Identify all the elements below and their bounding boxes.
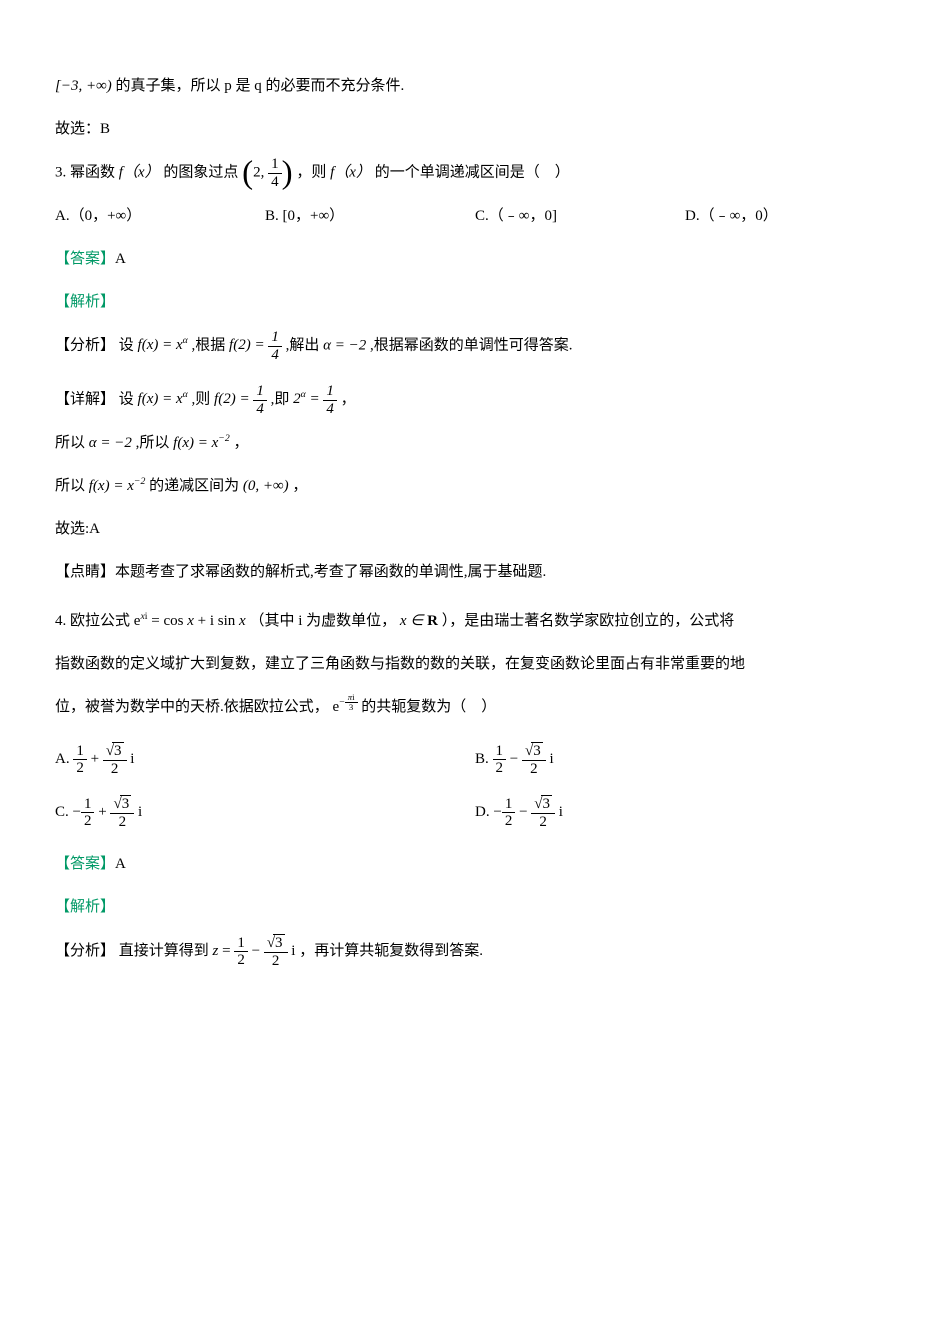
- q3-fx1: f（x）: [119, 164, 160, 180]
- q4-opt-c-val: −12 + √32 i: [73, 804, 143, 820]
- q4-opt-a: A. 12 + √32 i: [55, 742, 475, 777]
- remark-label: 【点睛】: [55, 564, 115, 580]
- q3-so1-post: ，: [233, 435, 248, 451]
- q3-opt-d: D.（﹣∞，0）: [685, 200, 895, 233]
- q4-options-row1: A. 12 + √32 i B. 12 − √32 i: [55, 742, 895, 777]
- q4-opt-d-val: −12 − √32 i: [493, 804, 563, 820]
- q4-analysis1: 【分析】 直接计算得到 z = 12 − √32 i ，再计算共轭复数得到答案.: [55, 934, 895, 969]
- q3-a1-alpha: α = −2: [323, 337, 366, 353]
- q4-opt-c-pre: C.: [55, 804, 73, 820]
- q3-stem-post: 的一个单调递减区间是（ ）: [375, 164, 570, 180]
- q3-answer-value: A: [115, 251, 126, 267]
- q4-opt-c: C. −12 + √32 i: [55, 795, 475, 830]
- q3-so2: 所以 f(x) = x−2 的递减区间为 (0, +∞) ，: [55, 470, 895, 503]
- q4-opt-a-val: 12 + √32 i: [73, 751, 134, 767]
- q3-so2-fx: f(x) = x−2: [89, 478, 146, 494]
- q3-a1-t3: ,解出: [286, 337, 324, 353]
- q3-fx2: f（x）: [330, 164, 371, 180]
- q3-stem: 3. 幂函数 f（x） 的图象过点 (2, 14) ，则 f（x） 的一个单调递…: [55, 156, 895, 190]
- q3-detail: 【详解】 设 f(x) = xα ,则 f(2) = 14 ,即 2α = 14…: [55, 383, 895, 417]
- q3-conclude: 故选:A: [55, 513, 895, 546]
- detail-label: 【详解】: [55, 391, 115, 407]
- q3-so1-mid: ,所以: [136, 435, 174, 451]
- q3-so1: 所以 α = −2 ,所以 f(x) = x−2 ，: [55, 427, 895, 460]
- q3-a1-f2: f(2) = 14: [229, 337, 282, 353]
- q3-remark: 【点睛】本题考查了求幂函数的解析式,考查了幂函数的单调性,属于基础题.: [55, 556, 895, 589]
- q3-so2-mid: 的递减区间为: [149, 478, 243, 494]
- q3-so2-pre: 所以: [55, 478, 89, 494]
- q4-answer: 【答案】A: [55, 848, 895, 881]
- lparen: (: [242, 155, 253, 191]
- q4-stem-l3-post: 的共轭复数为（ ）: [361, 699, 496, 715]
- q4-xr: x ∈ R: [400, 613, 438, 629]
- q3-opt-b: B. [0，+∞）: [265, 200, 475, 233]
- q4-opt-b-val: 12 − √32 i: [493, 751, 554, 767]
- q4-analysis-label: 【解析】: [55, 891, 895, 924]
- q4-stem-post1: ），是由瑞士著名数学家欧拉创立的，公式将: [442, 613, 735, 629]
- q3-a1-t1: 设: [119, 337, 138, 353]
- q3-stem-mid2: ，则: [296, 164, 330, 180]
- q4-options-row2: C. −12 + √32 i D. −12 − √32 i: [55, 795, 895, 830]
- q4-stem-l3-pre: 位，被誉为数学中的天桥.依据欧拉公式，: [55, 699, 329, 715]
- q4-a1-z: z = 12 − √32 i: [213, 943, 296, 959]
- q4-exp: e−πi3: [333, 699, 358, 715]
- q3-so1-alpha: α = −2: [89, 435, 132, 451]
- q3-d-t2: ,则: [192, 391, 215, 407]
- rparen: ): [282, 155, 293, 191]
- q3-answer: 【答案】A: [55, 243, 895, 276]
- answer-label: 【答案】: [55, 251, 115, 267]
- q3-d-f2: f(2) = 14: [214, 391, 267, 407]
- q3-so2-post: ，: [292, 478, 307, 494]
- analysis1-label: 【分析】: [55, 337, 115, 353]
- q3-a1-t2: ,根据: [192, 337, 230, 353]
- q3-stem-mid1: 的图象过点: [163, 164, 238, 180]
- q3-point: 2, 14: [253, 156, 282, 190]
- q4-opt-d-pre: D.: [475, 804, 493, 820]
- q4-opt-b-pre: B.: [475, 751, 493, 767]
- q3-so1-pre: 所以: [55, 435, 89, 451]
- q4-analysis1-label: 【分析】: [55, 943, 115, 959]
- q3-d-t4: ，: [341, 391, 356, 407]
- q3-options: A.（0，+∞） B. [0，+∞） C.（﹣∞，0] D.（﹣∞，0）: [55, 200, 895, 233]
- prev-choice: 故选：B: [55, 113, 895, 146]
- q4-euler: exi = cos x + i sin x: [134, 613, 246, 629]
- q3-stem-pre: 3. 幂函数: [55, 164, 119, 180]
- q4-stem-mid: （其中 i 为虚数单位，: [249, 613, 396, 629]
- q4-stem-pre: 4. 欧拉公式: [55, 613, 134, 629]
- q4-answer-label: 【答案】: [55, 856, 115, 872]
- q4-stem-l3: 位，被誉为数学中的天桥.依据欧拉公式， e−πi3 的共轭复数为（ ）: [55, 691, 895, 724]
- q3-d-t3: ,即: [271, 391, 294, 407]
- q3-opt-c: C.（﹣∞，0]: [475, 200, 685, 233]
- prev-conclusion-text: 的真子集，所以 p 是 q 的必要而不充分条件.: [116, 78, 405, 94]
- q4-stem-l1: 4. 欧拉公式 exi = cos x + i sin x （其中 i 为虚数单…: [55, 605, 895, 638]
- q3-d-2a: 2α = 14: [293, 391, 337, 407]
- q4-opt-d: D. −12 − √32 i: [475, 795, 895, 830]
- q3-analysis1: 【分析】 设 f(x) = xα ,根据 f(2) = 14 ,解出 α = −…: [55, 329, 895, 363]
- q3-a1-fx: f(x) = xα: [138, 337, 188, 353]
- q3-analysis-label: 【解析】: [55, 286, 895, 319]
- q3-a1-t4: ,根据幂函数的单调性可得答案.: [370, 337, 573, 353]
- q3-so1-fx: f(x) = x−2: [173, 435, 230, 451]
- q3-d-t1: 设: [119, 391, 138, 407]
- prev-conclusion-line: [−3, +∞) 的真子集，所以 p 是 q 的必要而不充分条件.: [55, 70, 895, 103]
- q3-remark-text: 本题考查了求幂函数的解析式,考查了幂函数的单调性,属于基础题.: [115, 564, 546, 580]
- q4-a1-t2: ，再计算共轭复数得到答案.: [299, 943, 483, 959]
- q3-d-fx: f(x) = xα: [138, 391, 188, 407]
- q4-answer-value: A: [115, 856, 126, 872]
- q4-a1-t1: 直接计算得到: [119, 943, 213, 959]
- q3-opt-a: A.（0，+∞）: [55, 200, 265, 233]
- q4-stem-l2: 指数函数的定义域扩大到复数，建立了三角函数与指数的数的关联，在复变函数论里面占有…: [55, 648, 895, 681]
- interval-expr: [−3, +∞): [55, 78, 112, 94]
- q4-opt-a-pre: A.: [55, 751, 73, 767]
- q3-so2-int: (0, +∞): [243, 478, 289, 494]
- q4-opt-b: B. 12 − √32 i: [475, 742, 895, 777]
